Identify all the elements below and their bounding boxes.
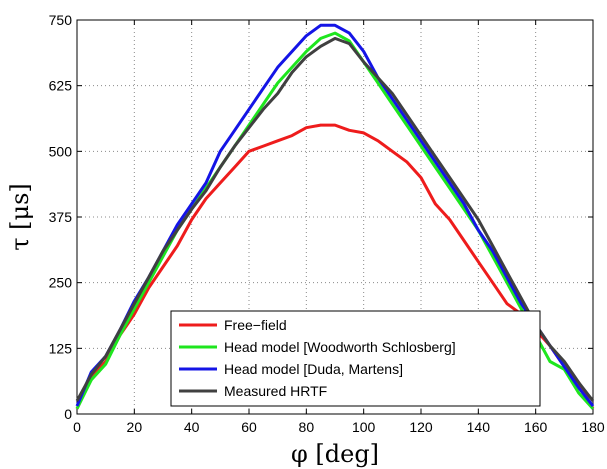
y-tick-label: 0 [64,406,72,422]
ticks: 0 20 40 60 80 100 120 140 160 180 0 125 250 375 500 625… [49,12,605,435]
series-line-1 [75,123,595,410]
x-tick-label: 40 [184,419,200,435]
x-axis-label: φ [deg] [291,440,379,468]
legend-label: Head model [Woodworth Schlosberg] [224,339,456,355]
y-tick-label: 500 [49,143,73,159]
legend-box [170,310,541,407]
y-tick-label: 750 [49,12,73,28]
y-tick-label: 125 [49,340,73,356]
series-line-4 [75,36,595,402]
x-tick-label: 160 [524,419,548,435]
y-tick-label: 250 [49,275,73,291]
x-tick-label: 100 [352,419,376,435]
x-tick-label: 140 [467,419,491,435]
series-line-2 [75,31,595,410]
x-tick-label: 80 [299,419,315,435]
x-tick-label: 180 [581,419,605,435]
legend-label: Measured HRTF [224,383,327,399]
y-tick-label: 375 [49,209,73,225]
y-axis-label: τ [μs] [6,183,34,251]
x-tick-label: 0 [73,419,81,435]
series-group [75,23,595,410]
x-tick-label: 120 [409,419,433,435]
y-tick-label: 625 [49,78,73,94]
legend-label: Head model [Duda, Martens] [224,361,403,377]
x-tick-label: 20 [127,419,143,435]
x-tick-label: 60 [241,419,257,435]
legend-label: Free−field [224,317,287,333]
legend: Free−field Head model [Woodworth Schlosbe… [170,310,541,407]
